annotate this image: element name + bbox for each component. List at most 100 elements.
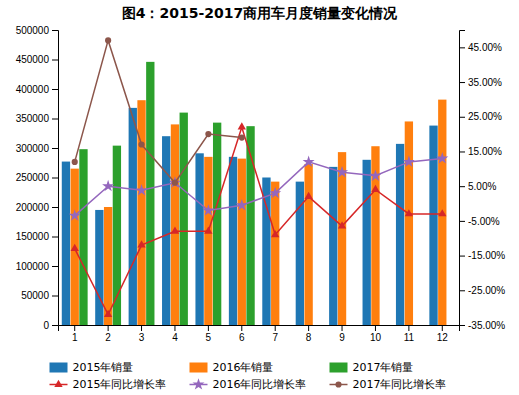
tick-mark <box>459 151 465 152</box>
tick-label: 9 <box>339 332 345 343</box>
legend-item: 2015年同比增长率 <box>50 378 167 391</box>
tick-label: 12 <box>437 332 449 343</box>
bar <box>396 144 404 325</box>
tick: 4 <box>172 325 178 343</box>
tick: 15.00% <box>459 146 502 157</box>
title: 图4：2015-2017商用车月度销量变化情况 <box>122 5 398 21</box>
tick-mark <box>459 186 465 187</box>
legend-item: 2017年销量 <box>330 361 414 374</box>
legend-swatch <box>50 363 68 373</box>
bar <box>62 162 70 325</box>
tick: 12 <box>437 325 449 343</box>
legend-item: 2017年同比增长率 <box>330 378 447 391</box>
tick-mark <box>52 119 58 120</box>
tick-mark <box>408 325 409 331</box>
tick-label: 25.00% <box>468 111 502 122</box>
tick-mark <box>459 221 465 222</box>
marker <box>438 209 446 216</box>
tick-mark <box>52 266 58 267</box>
tick: -25.00% <box>459 285 505 296</box>
marker <box>369 169 381 180</box>
tick: 35.00% <box>459 77 502 88</box>
tick-label: 200000 <box>16 202 50 213</box>
tick-label: 11 <box>404 332 415 343</box>
bar <box>171 124 179 325</box>
tick-mark <box>74 325 75 331</box>
marker <box>102 180 114 191</box>
tick-label: 400000 <box>16 84 50 95</box>
tick: -15.00% <box>459 250 505 261</box>
tick-label: -25.00% <box>468 285 505 296</box>
marker <box>72 159 78 165</box>
legend-label: 2015年销量 <box>73 361 134 374</box>
marker <box>69 209 81 220</box>
tick: 500000 <box>16 25 58 36</box>
bar <box>213 123 221 325</box>
bar-series <box>79 62 254 325</box>
marker <box>137 240 145 247</box>
bar <box>146 62 154 325</box>
legend: 2015年销量 2016年销量 2017年销量 2015年同比增长率 2016年同比增长… <box>50 361 447 391</box>
tick-mark <box>52 148 58 149</box>
tick-label: 4 <box>172 332 178 343</box>
tick-label: 2 <box>105 332 111 343</box>
tick: 11 <box>404 325 415 343</box>
marker <box>238 122 246 129</box>
tick: 10 <box>370 325 382 343</box>
bar <box>195 153 203 325</box>
tick-mark <box>308 325 309 331</box>
tick-mark <box>375 325 376 331</box>
tick-label: 500000 <box>16 25 50 36</box>
tick-mark <box>52 178 58 179</box>
legend-item: 2016年同比增长率 <box>190 378 307 391</box>
y2-axis: -35.00%-25.00%-15.00%-5.00%5.00%15.00%25… <box>459 31 505 331</box>
marker <box>204 226 212 233</box>
line <box>75 158 443 215</box>
tick-mark <box>52 207 58 208</box>
marker <box>239 134 245 140</box>
tick-mark <box>52 30 58 31</box>
line-series <box>69 152 449 221</box>
bar <box>304 164 312 325</box>
tick-mark <box>52 237 58 238</box>
legend-item: 2016年销量 <box>190 361 274 374</box>
legend-item: 2015年销量 <box>50 361 134 374</box>
bar <box>329 167 337 325</box>
marker <box>405 209 413 216</box>
tick-label: 100000 <box>16 261 50 272</box>
legend-swatch <box>190 363 208 373</box>
bar <box>271 182 279 325</box>
legend-swatch <box>330 363 348 373</box>
tick-mark <box>52 60 58 61</box>
tick-mark <box>459 290 465 291</box>
tick-label: 1 <box>72 332 78 343</box>
axis-line <box>460 31 466 326</box>
legend-label: 2015年同比增长率 <box>73 378 167 391</box>
tick: 0 <box>43 320 58 331</box>
bar <box>405 121 413 325</box>
bar <box>95 210 103 325</box>
tick-mark <box>459 325 465 326</box>
marker <box>403 156 415 167</box>
tick: 350000 <box>16 113 58 124</box>
marker <box>303 156 315 167</box>
legend-marker <box>54 380 62 387</box>
bar <box>229 157 237 325</box>
marker <box>105 37 111 43</box>
tick: 1 <box>72 325 78 343</box>
legend-label: 2017年销量 <box>353 361 414 374</box>
tick-mark <box>459 117 465 118</box>
marker <box>138 141 144 147</box>
tick-mark <box>342 325 343 331</box>
tick-mark <box>241 325 242 331</box>
tick-label: 10 <box>370 332 382 343</box>
tick-mark <box>459 82 465 83</box>
legend-marker <box>335 381 341 387</box>
tick-label: 350000 <box>16 113 50 124</box>
bar-series <box>71 100 447 325</box>
legend-label: 2017年同比增长率 <box>353 378 447 391</box>
tick-label: 3 <box>139 332 145 343</box>
bar <box>363 160 371 325</box>
tick: 7 <box>272 325 278 343</box>
tick-label: 300000 <box>16 143 50 154</box>
